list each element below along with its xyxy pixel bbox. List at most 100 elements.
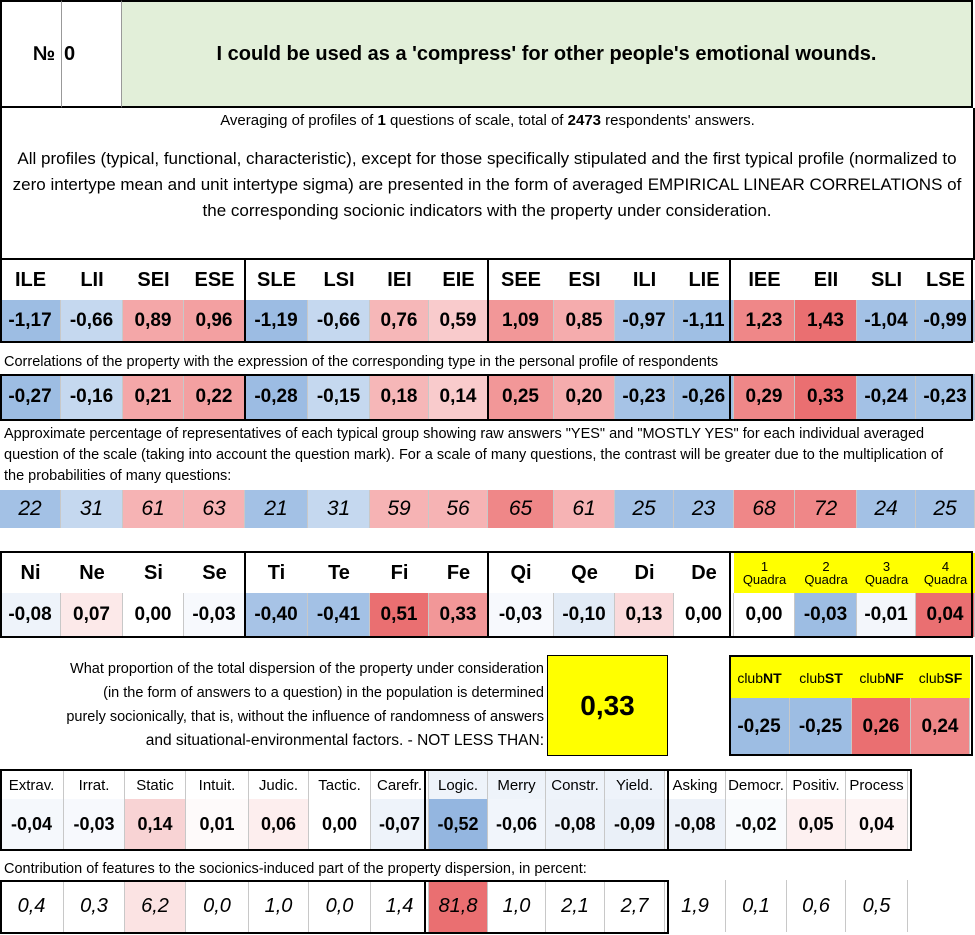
socionic-proportion-value: 0,33 <box>547 655 668 756</box>
type-normalized-2: 0,89 <box>123 300 184 342</box>
type-label-3: ESE <box>194 268 235 291</box>
club-label-0: club NT <box>729 657 790 698</box>
type-label-10: ILI <box>632 268 657 291</box>
function-label-2: Si <box>144 561 163 584</box>
quadra-header-1: 2 Quadra <box>795 553 857 593</box>
type-percentage-13: 72 <box>795 490 857 528</box>
type-percentage-1: 31 <box>61 490 123 528</box>
trait-value-12: -0,02 <box>726 799 787 849</box>
trait-label-14: Process <box>846 771 908 799</box>
function-value-0: -0,08 <box>0 593 61 637</box>
trait-label-0: Extrav. <box>0 771 64 799</box>
type-correlation-9: 0,20 <box>554 374 615 420</box>
type-normalized-1: -0,66 <box>61 300 123 342</box>
type-correlation-7: 0,14 <box>429 374 488 420</box>
type-correlation-14: -0,24 <box>857 374 916 420</box>
function-label-7: Fe <box>446 561 471 584</box>
type-normalized-7: 0,59 <box>429 300 488 342</box>
type-normalized-10: -0,97 <box>615 300 674 342</box>
type-normalized-6: 0,76 <box>370 300 429 342</box>
trait-labels-row: Extrav. Irrat. Static Intuit. Judic. Tactic. C… <box>0 771 908 799</box>
quadra-header-2: 3 Quadra <box>857 553 916 593</box>
function-value-2: 0,00 <box>123 593 184 637</box>
club-label-2: club NF <box>852 657 911 698</box>
type-label-9: ESI <box>568 268 601 291</box>
type-percentage-3: 63 <box>184 490 245 528</box>
type-correlation-11: -0,26 <box>674 374 734 420</box>
type-normalized-14: -1,04 <box>857 300 916 342</box>
club-label-1: club ST <box>790 657 852 698</box>
type-label-7: EIE <box>442 268 475 291</box>
trait-value-2: 0,14 <box>125 799 186 849</box>
trait-contribution-0: 0,4 <box>0 880 64 932</box>
trait-label-2: Static <box>125 771 186 799</box>
type-correlation-15: -0,23 <box>916 374 975 420</box>
type-correlation-8: 0,25 <box>488 374 554 420</box>
trait-label-7: Logic. <box>429 771 488 799</box>
quadra-header-3: 4 Quadra <box>916 553 975 593</box>
type-label-14: SLI <box>870 268 903 291</box>
type-correlation-2: 0,21 <box>123 374 184 420</box>
function-label-3: Se <box>202 561 227 584</box>
function-value-4: -0,40 <box>245 593 308 637</box>
trait-contribution-2: 6,2 <box>125 880 186 932</box>
trait-label-4: Judic. <box>249 771 309 799</box>
trait-label-8: Merry <box>488 771 546 799</box>
type-correlation-1: -0,16 <box>61 374 123 420</box>
trait-label-3: Intuit. <box>186 771 249 799</box>
function-label-9: Qe <box>571 561 598 584</box>
club-values-row: -0,25 -0,25 0,26 0,24 <box>729 698 970 756</box>
trait-contribution-10: 2,7 <box>605 880 665 932</box>
trait-label-5: Tactic. <box>309 771 371 799</box>
type-percentage-4: 21 <box>245 490 308 528</box>
respondent-count: 2473 <box>567 112 602 129</box>
club-value-3: 0,24 <box>911 698 970 756</box>
trait-label-10: Yield. <box>605 771 665 799</box>
function-label-0: Ni <box>20 561 41 584</box>
type-normalized-15: -0,99 <box>916 300 975 342</box>
function-label-10: Di <box>634 561 655 584</box>
type-percentage-row: 22 31 61 63 21 31 59 56 65 61 25 23 68 72 24 25 <box>0 490 975 528</box>
trait-contribution-14: 0,5 <box>846 880 908 932</box>
trait-label-13: Positiv. <box>787 771 846 799</box>
club-labels-row: club NT club ST club NF club SF <box>729 657 970 698</box>
function-value-11: 0,00 <box>674 593 734 637</box>
trait-value-1: -0,03 <box>64 799 125 849</box>
trait-value-13: 0,05 <box>787 799 846 849</box>
type-correlation-5: -0,15 <box>308 374 370 420</box>
type-normalized-0: -1,17 <box>0 300 61 342</box>
type-label-12: IEE <box>748 268 781 291</box>
club-label-3: club SF <box>911 657 970 698</box>
type-correlation-row: -0,27 -0,16 0,21 0,22 -0,28 -0,15 0,18 0,14 0,25… <box>0 374 975 420</box>
trait-label-6: Carefr. <box>371 771 429 799</box>
type-correlation-13: 0,33 <box>795 374 857 420</box>
trait-contribution-12: 0,1 <box>726 880 787 932</box>
type-normalized-4: -1,19 <box>245 300 308 342</box>
function-label-1: Ne <box>79 561 105 584</box>
type-percentage-9: 61 <box>554 490 615 528</box>
function-value-6: 0,51 <box>370 593 429 637</box>
type-label-4: SLE <box>257 268 296 291</box>
trait-label-11: Asking <box>665 771 726 799</box>
type-labels-row: ILE LII SEI ESE SLE LSI IEI EIE SEE ESI ILI LIE IEE E… <box>0 260 975 300</box>
type-normalized-13: 1,43 <box>795 300 857 342</box>
trait-contribution-4: 1,0 <box>249 880 309 932</box>
trait-value-14: 0,04 <box>846 799 908 849</box>
club-value-0: -0,25 <box>729 698 790 756</box>
trait-value-6: -0,07 <box>371 799 429 849</box>
type-label-13: EII <box>813 268 839 291</box>
type-label-8: SEE <box>500 268 542 291</box>
proportion-text: What proportion of the total dispersion … <box>66 661 544 749</box>
trait-contribution-7: 81,8 <box>429 880 488 932</box>
question-title: I could be used as a 'compress' for othe… <box>122 0 973 108</box>
type-normalized-9: 0,85 <box>554 300 615 342</box>
contribution-row: 0,4 0,3 6,2 0,0 1,0 0,0 1,4 81,8 1,0 2,1 2,7 1,9 0,1… <box>0 880 908 932</box>
trait-label-9: Constr. <box>546 771 605 799</box>
type-normalized-row: -1,17 -0,66 0,89 0,96 -1,19 -0,66 0,76 0,59 1,09… <box>0 300 975 342</box>
type-correlation-12: 0,29 <box>734 374 795 420</box>
contribution-note: Contribution of features to the socionic… <box>4 861 587 877</box>
function-label-6: Fi <box>390 561 409 584</box>
type-label-11: LIE <box>688 268 720 291</box>
type-percentage-8: 65 <box>488 490 554 528</box>
type-label-0: ILE <box>14 268 47 291</box>
